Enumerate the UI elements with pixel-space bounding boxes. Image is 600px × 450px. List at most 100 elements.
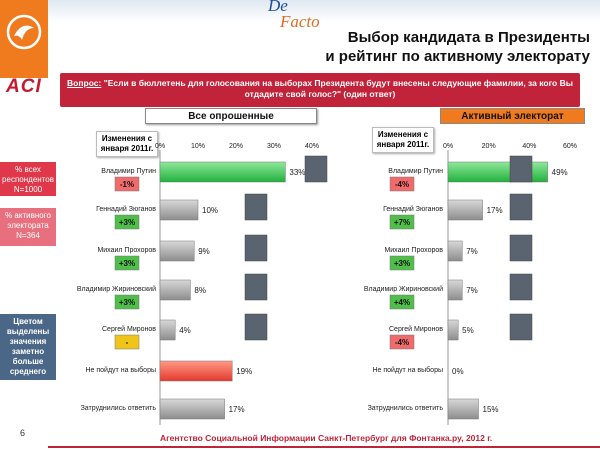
bar-1-0	[447, 161, 548, 183]
bar-0-3	[159, 279, 191, 301]
candidate-photo-1-3	[509, 273, 533, 301]
value-label-1-0: 49%	[552, 168, 568, 177]
category-label-0-0: Владимир Путин	[101, 168, 156, 175]
tick-label-0-4: 40%	[305, 143, 319, 150]
category-label-0-1: Геннадий Зюганов	[96, 205, 156, 213]
change-value-1-2: +3%	[394, 259, 410, 268]
category-label-0-6: Затруднились ответить	[81, 405, 157, 412]
category-label-1-6: Затруднились ответить	[368, 405, 444, 412]
change-badge-1-4	[389, 334, 415, 350]
change-header-active: Изменения с января 2011г.	[372, 127, 434, 153]
change-value-1-4: -4%	[395, 338, 409, 347]
value-label-0-6: 17%	[229, 405, 245, 414]
tick-label-0-3: 30%	[267, 143, 281, 150]
value-label-1-2: 7%	[466, 247, 478, 256]
value-label-1-6: 15%	[483, 405, 499, 414]
value-label-1-3: 7%	[466, 286, 478, 295]
category-label-1-1: Геннадий Зюганов	[383, 205, 443, 213]
footer-line	[48, 446, 600, 448]
bar-1-2	[447, 240, 463, 262]
value-label-0-1: 10%	[202, 206, 218, 215]
question-text: "Если в бюллетень для голосования на выб…	[103, 78, 573, 99]
tick-label-1-1: 20%	[482, 143, 496, 150]
label-all-respondents: % всех респондентов N=1000	[0, 162, 56, 196]
panel-title-all: Все опрошенные	[145, 108, 317, 124]
charts-svg: 0% 10% 20% 30% 40% Владимир Путин 33% -1% Геннад…	[77, 143, 577, 425]
brand-top: De	[268, 0, 288, 15]
candidate-photo-1-2	[509, 234, 533, 262]
category-label-1-4: Сергей Миронов	[389, 325, 443, 333]
category-label-0-3: Владимир Жириновский	[77, 285, 156, 293]
category-label-1-0: Владимир Путин	[388, 168, 443, 175]
candidate-photo-0-1	[244, 193, 268, 221]
change-badge-1-2	[389, 255, 415, 271]
bar-1-1	[447, 199, 483, 221]
tick-label-0-0: 0%	[155, 143, 165, 150]
bar-0-2	[159, 240, 195, 262]
title-line-2: и рейтинг по активному электорату	[325, 48, 590, 65]
label-active-electorate: % активного электората N=364	[0, 208, 56, 246]
footer-source: Агентство Социальной Информации Санкт-Пе…	[160, 433, 493, 443]
page-title: Выбор кандидата в Президенты и рейтинг п…	[230, 28, 590, 66]
candidate-photo-0-3	[244, 273, 268, 301]
change-header-all: Изменения с января 2011г.	[96, 131, 158, 157]
change-badge-0-0	[114, 176, 140, 192]
bar-0-1	[159, 199, 199, 221]
change-value-0-4: -	[126, 338, 129, 347]
brand-bottom: Facto	[280, 12, 320, 31]
tick-label-0-2: 20%	[229, 143, 243, 150]
bar-0-0	[159, 161, 286, 183]
candidate-photo-0-4	[244, 313, 268, 341]
page-number: 6	[20, 428, 26, 438]
brand-logo: De Facto	[268, 0, 320, 30]
change-badge-0-1	[114, 214, 140, 230]
header-band	[48, 0, 600, 22]
change-badge-1-0	[389, 176, 415, 192]
label-color-note: Цветом выделены значения заметно больше …	[0, 314, 56, 380]
tick-label-1-3: 60%	[563, 143, 577, 150]
value-label-1-4: 5%	[462, 326, 474, 335]
change-value-1-3: +4%	[394, 298, 410, 307]
tick-label-0-1: 10%	[191, 143, 205, 150]
bar-1-6	[447, 398, 479, 420]
acs-logo: ACI	[6, 76, 42, 97]
change-badge-1-3	[389, 294, 415, 310]
change-badge-0-4	[114, 334, 140, 350]
change-badge-0-3	[114, 294, 140, 310]
bar-1-4	[447, 319, 459, 341]
tick-label-1-0: 0%	[443, 143, 453, 150]
bird-logo-icon	[6, 14, 42, 50]
candidate-photo-1-1	[509, 193, 533, 221]
candidate-photo-0-0	[304, 155, 328, 183]
candidate-photo-0-2	[244, 234, 268, 262]
change-value-1-0: -4%	[395, 180, 409, 189]
category-label-1-3: Владимир Жириновский	[364, 285, 443, 293]
change-badge-0-2	[114, 255, 140, 271]
bar-1-3	[447, 279, 463, 301]
change-value-1-1: +7%	[394, 218, 410, 227]
value-label-0-4: 4%	[179, 326, 191, 335]
question-label: Вопрос:	[67, 78, 102, 88]
change-value-0-2: +3%	[119, 259, 135, 268]
bar-0-5	[159, 360, 233, 382]
candidate-photo-1-4	[509, 313, 533, 341]
change-value-0-1: +3%	[119, 218, 135, 227]
logo-box	[0, 0, 48, 78]
panel-title-active: Активный электорат	[440, 108, 585, 124]
category-label-0-4: Сергей Миронов	[102, 325, 156, 333]
change-value-0-0: -1%	[120, 180, 134, 189]
change-badge-1-1	[389, 214, 415, 230]
value-label-1-1: 17%	[487, 206, 503, 215]
candidate-photo-1-0	[509, 155, 533, 183]
value-label-0-2: 9%	[198, 247, 210, 256]
value-label-0-0: 33%	[289, 168, 305, 177]
bar-0-4	[159, 319, 176, 341]
title-line-1: Выбор кандидата в Президенты	[347, 29, 590, 46]
value-label-0-5: 19%	[236, 367, 252, 376]
category-label-1-5: Не пойдут на выборы	[372, 366, 443, 374]
category-label-0-5: Не пойдут на выборы	[85, 366, 156, 374]
bar-0-6	[159, 398, 225, 420]
question-box: Вопрос: "Если в бюллетень для голосовани…	[60, 73, 580, 107]
value-label-1-5: 0%	[452, 367, 464, 376]
category-label-1-2: Михаил Прохоров	[384, 247, 443, 254]
